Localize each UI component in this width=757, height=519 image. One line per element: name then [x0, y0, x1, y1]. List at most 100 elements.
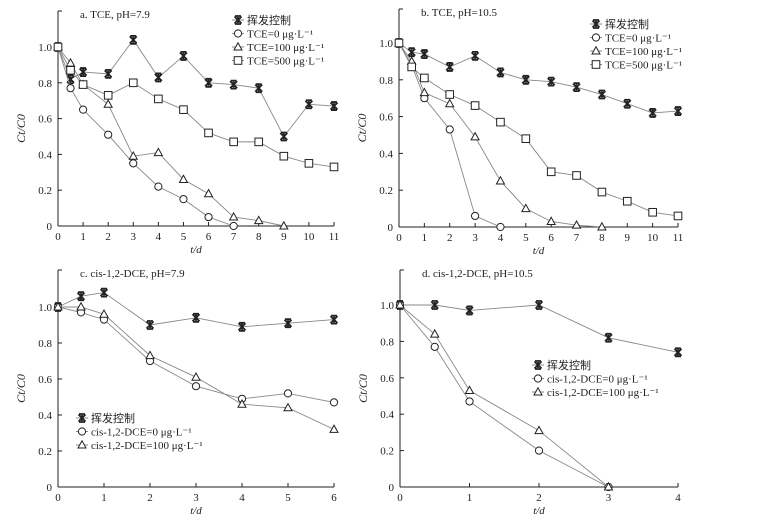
square-marker: [128, 78, 138, 88]
y-tick-label: 0.4: [380, 409, 394, 421]
y-axis-label: Ct/C0: [356, 374, 370, 403]
series-square: [394, 38, 683, 221]
y-tick-label: 0.6: [380, 373, 394, 385]
circle-marker: [154, 182, 163, 191]
circle-marker: [78, 105, 88, 114]
y-tick-label: 1.0: [38, 302, 52, 314]
star-marker: [533, 360, 543, 370]
legend-entry: 挥发控制: [532, 358, 591, 372]
y-tick-label: 0: [47, 482, 53, 494]
y-tick-label: 1.0: [38, 42, 52, 54]
star-marker: [445, 62, 454, 72]
series-circle: [53, 42, 238, 231]
triangle-marker: [603, 481, 614, 491]
legend-entry: TCE=100 μg·L⁻¹: [590, 45, 682, 58]
legend-label: cis-1,2-DCE=100 μg·L⁻¹: [91, 440, 203, 452]
square-marker: [254, 137, 264, 147]
square-marker: [179, 105, 188, 114]
x-tick-label: 9: [625, 232, 631, 244]
legend-label: TCE=500 μg·L⁻¹: [605, 60, 682, 72]
square-marker: [648, 207, 657, 217]
square-marker: [103, 91, 113, 100]
triangle-marker: [534, 425, 544, 435]
y-tick-label: 1.0: [380, 300, 394, 312]
square-marker: [204, 128, 213, 138]
triangle-marker: [597, 221, 607, 231]
triangle-marker: [591, 45, 601, 55]
x-tick-label: 2: [105, 231, 111, 243]
x-tick-label: 3: [193, 492, 199, 504]
x-tick-label: 4: [239, 492, 245, 504]
circle-marker: [533, 374, 543, 383]
triangle-marker: [77, 439, 87, 449]
legend-label: TCE=500 μg·L⁻¹: [247, 56, 324, 68]
legend-label: cis-1,2-DCE=0 μg·L⁻¹: [547, 374, 648, 386]
legend-entry: TCE=100 μg·L⁻¹: [232, 41, 324, 54]
star-marker: [496, 67, 505, 78]
x-tick-label: 3: [472, 232, 478, 244]
circle-marker: [179, 195, 188, 204]
star-marker: [420, 49, 429, 59]
triangle-marker: [495, 175, 506, 185]
square-marker: [53, 42, 63, 52]
panel-title: d. cis-1,2-DCE, pH=10.5: [422, 268, 533, 280]
square-marker: [572, 171, 581, 180]
legend-label: TCE=100 μg·L⁻¹: [247, 42, 324, 54]
x-tick-label: 6: [548, 232, 554, 244]
x-tick-label: 3: [606, 492, 612, 504]
star-marker: [623, 98, 632, 109]
series-triangle: [53, 41, 289, 230]
star-marker: [279, 131, 288, 142]
star-marker: [237, 321, 247, 332]
series-star: [53, 287, 339, 332]
x-tick-label: 6: [206, 231, 212, 243]
y-tick-label: 0.6: [38, 114, 52, 126]
triangle-marker: [546, 216, 557, 225]
x-tick-label: 1: [467, 492, 473, 504]
x-tick-label: 0: [55, 492, 61, 504]
series-square: [53, 42, 339, 172]
circle-marker: [470, 211, 480, 221]
y-tick-label: 0.8: [379, 75, 393, 87]
x-tick-label: 6: [331, 492, 337, 504]
panel-d: 0 1 2 3 4 0 0.2 0.4 0.6 0.8 1.0 d. cis-1,2-DCE, pH=…: [356, 268, 683, 517]
star-marker: [407, 47, 416, 58]
y-tick-label: 0.8: [38, 338, 52, 350]
triangle-marker: [53, 301, 63, 311]
x-tick-label: 11: [673, 232, 684, 244]
x-tick-label: 3: [131, 231, 137, 243]
series-triangle: [53, 301, 339, 433]
triangle-marker: [283, 402, 293, 412]
triangle-marker: [178, 174, 189, 183]
square-marker: [78, 80, 88, 89]
legend-entry: cis-1,2-DCE=0 μg·L⁻¹: [76, 427, 192, 439]
star-marker: [470, 50, 480, 61]
x-tick-label: 10: [647, 232, 659, 244]
triangle-marker: [228, 211, 239, 221]
triangle-marker: [571, 219, 582, 229]
triangle-marker: [419, 87, 430, 97]
x-tick-label: 2: [147, 492, 153, 504]
legend-entry: cis-1,2-DCE=100 μg·L⁻¹: [532, 386, 659, 399]
legend-label: 挥发控制: [91, 411, 135, 425]
star-marker: [204, 77, 213, 88]
legend-label: TCE=0 μg·L⁻¹: [247, 29, 313, 41]
star-marker: [673, 106, 683, 116]
triangle-marker: [253, 215, 264, 225]
circle-marker: [329, 398, 339, 407]
star-marker: [66, 74, 75, 85]
circle-marker: [591, 33, 601, 42]
circle-marker: [129, 159, 138, 168]
y-tick-label: 0: [389, 482, 395, 494]
panel-title: b. TCE, pH=10.5: [421, 7, 497, 19]
panel-b: 0 1 2 3 4 5 6 7 8 9 10 11 0 0.2 0.4 0.6 0.8 1.0 b. TCE, pH…: [355, 7, 683, 257]
x-tick-label: 11: [329, 231, 340, 243]
x-axis-label: t/d: [533, 505, 545, 517]
triangle-marker: [533, 386, 543, 396]
square-marker: [420, 73, 429, 83]
star-marker: [673, 347, 683, 358]
triangle-marker: [395, 299, 405, 309]
star-marker: [154, 72, 163, 83]
circle-marker: [233, 29, 243, 38]
x-axis-label: t/d: [533, 245, 545, 257]
